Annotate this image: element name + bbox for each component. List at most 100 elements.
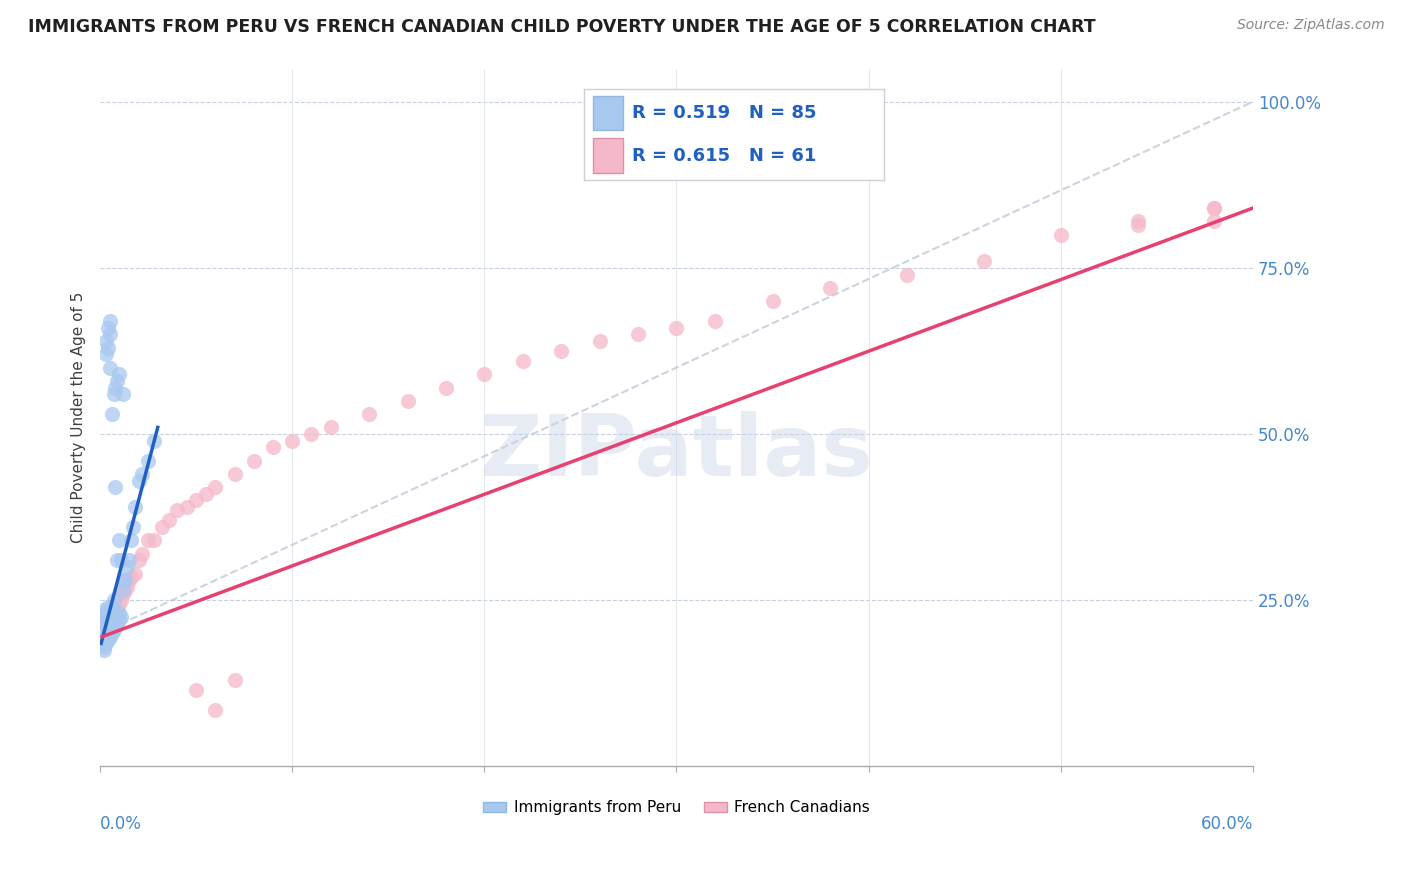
Point — [98, 630, 121, 644]
Point — [91, 620, 114, 634]
Point — [97, 616, 120, 631]
Point — [131, 467, 153, 481]
Point — [512, 354, 534, 368]
Point — [121, 520, 143, 534]
Point — [94, 616, 117, 631]
Point — [97, 599, 120, 614]
Point — [115, 580, 138, 594]
Point — [94, 616, 117, 631]
Point — [93, 613, 115, 627]
Point — [128, 553, 150, 567]
Point — [91, 626, 114, 640]
Point — [94, 347, 117, 361]
Point — [93, 620, 115, 634]
Point — [112, 586, 135, 600]
Point — [550, 343, 572, 358]
Point — [186, 682, 208, 697]
Point — [97, 620, 120, 634]
Point — [120, 570, 142, 584]
Point — [114, 583, 136, 598]
Point — [97, 626, 120, 640]
Point — [124, 500, 146, 515]
Point — [434, 380, 457, 394]
Point — [281, 434, 304, 448]
Point — [91, 616, 114, 631]
Point — [112, 387, 135, 401]
Point — [112, 573, 135, 587]
Point — [176, 500, 198, 515]
Point — [761, 294, 783, 309]
Point — [588, 334, 610, 348]
Point — [301, 427, 323, 442]
Point — [93, 626, 115, 640]
Point — [136, 533, 159, 548]
Point — [98, 609, 121, 624]
Point — [94, 609, 117, 624]
Point — [1204, 201, 1226, 215]
Point — [94, 620, 117, 634]
Text: 60.0%: 60.0% — [1201, 815, 1253, 833]
Point — [104, 609, 127, 624]
Point — [107, 374, 129, 388]
Point — [110, 593, 132, 607]
Point — [107, 553, 129, 567]
Point — [93, 636, 115, 650]
Text: Source: ZipAtlas.com: Source: ZipAtlas.com — [1237, 18, 1385, 32]
Point — [204, 480, 226, 494]
Point — [204, 703, 226, 717]
Point — [97, 607, 120, 621]
Point — [98, 360, 121, 375]
Point — [703, 314, 725, 328]
Point — [103, 616, 125, 631]
Point — [93, 623, 115, 637]
Point — [91, 609, 114, 624]
Point — [396, 393, 419, 408]
Point — [97, 609, 120, 624]
Point — [100, 616, 122, 631]
Point — [91, 613, 114, 627]
Point — [108, 597, 131, 611]
Point — [104, 380, 127, 394]
Point — [93, 607, 115, 621]
Point — [1049, 227, 1071, 242]
Point — [104, 613, 127, 627]
Text: IMMIGRANTS FROM PERU VS FRENCH CANADIAN CHILD POVERTY UNDER THE AGE OF 5 CORRELA: IMMIGRANTS FROM PERU VS FRENCH CANADIAN … — [28, 18, 1095, 36]
Point — [103, 387, 125, 401]
Point — [107, 603, 129, 617]
Point — [100, 626, 122, 640]
Text: ZIPatlas: ZIPatlas — [479, 411, 873, 494]
Point — [98, 314, 121, 328]
Point — [97, 320, 120, 334]
Point — [98, 327, 121, 342]
Point — [100, 607, 122, 621]
Point — [103, 623, 125, 637]
Point — [94, 334, 117, 348]
Point — [91, 636, 114, 650]
Point — [104, 607, 127, 621]
Point — [224, 467, 246, 481]
Point — [194, 487, 217, 501]
Point — [1204, 201, 1226, 215]
Point — [94, 636, 117, 650]
Point — [98, 623, 121, 637]
Point — [124, 566, 146, 581]
Point — [131, 547, 153, 561]
Point — [108, 613, 131, 627]
Point — [150, 520, 173, 534]
Point — [103, 613, 125, 627]
Point — [896, 268, 918, 282]
Point — [94, 620, 117, 634]
Point — [93, 603, 115, 617]
Point — [104, 620, 127, 634]
Point — [108, 607, 131, 621]
Point — [100, 620, 122, 634]
Point — [108, 368, 131, 382]
Point — [319, 420, 342, 434]
Point — [262, 440, 284, 454]
Point — [818, 281, 841, 295]
Point — [114, 573, 136, 587]
Point — [973, 254, 995, 268]
Point — [94, 613, 117, 627]
Point — [97, 613, 120, 627]
Text: 0.0%: 0.0% — [100, 815, 142, 833]
